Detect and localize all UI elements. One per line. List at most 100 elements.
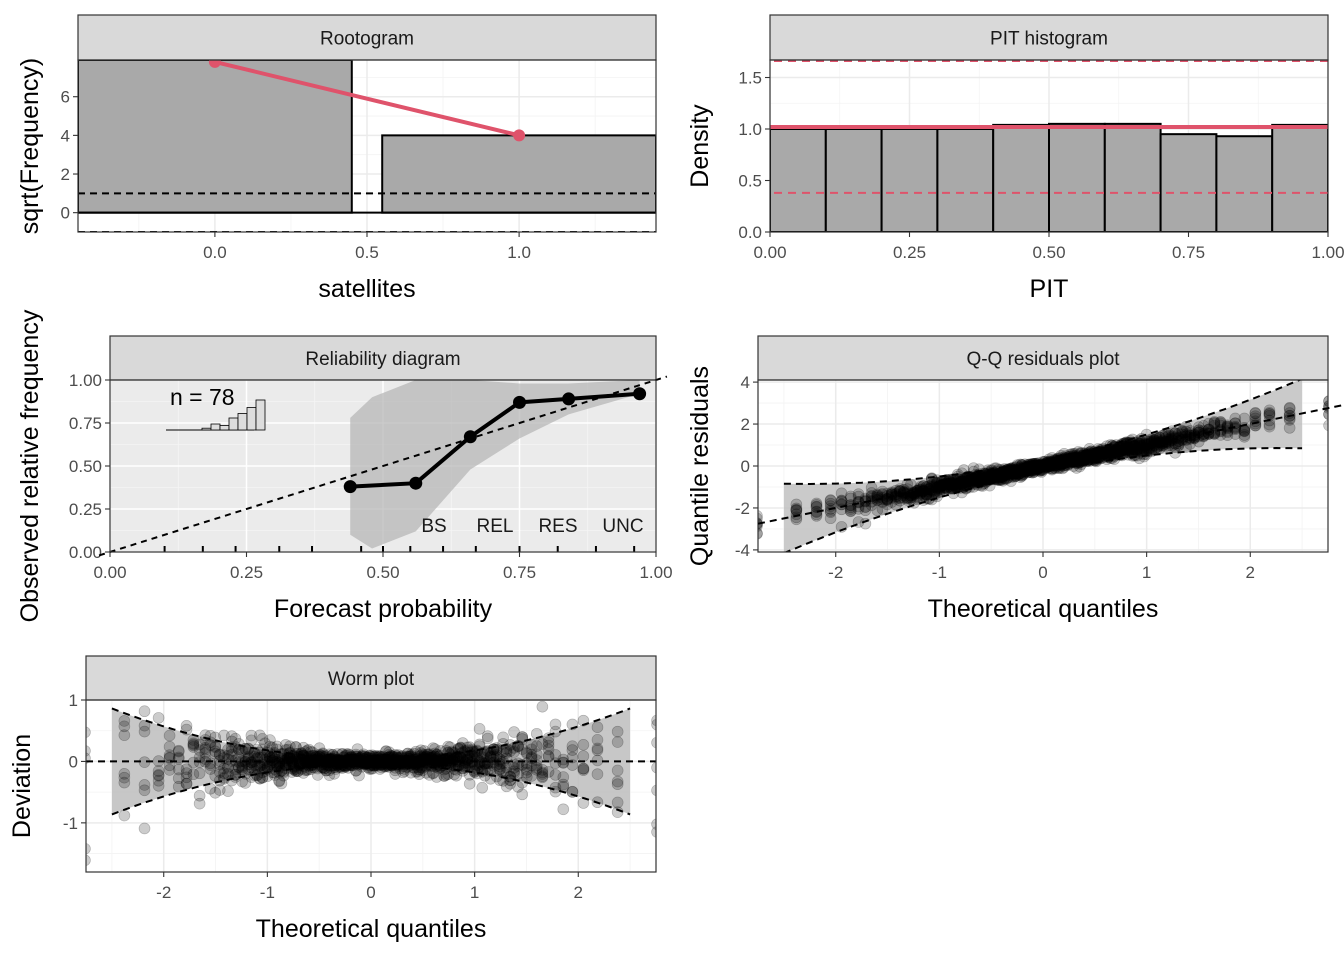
qq-point [1020, 463, 1033, 476]
qq-point [1192, 435, 1205, 448]
reliability-inset-bar [237, 413, 248, 431]
qq-point [1006, 468, 1019, 481]
qq-y-tick-label: -4 [735, 541, 750, 560]
qq-point [998, 472, 1011, 485]
worm-point [530, 759, 543, 772]
worm-point [236, 763, 248, 776]
worm-x-tick-label: 1 [470, 883, 479, 902]
worm-point [516, 788, 529, 801]
qq-point [998, 463, 1011, 475]
pit-bar [880, 128, 939, 232]
qq-point [758, 512, 763, 525]
qq-band-upper [783, 380, 1302, 485]
worm-point [187, 737, 200, 750]
qq-point [992, 473, 1004, 486]
worm-y-tick-label: -1 [63, 814, 78, 833]
worm-point [427, 742, 439, 754]
qq-point [810, 497, 823, 510]
qq-point [917, 494, 930, 506]
worm-point [222, 743, 234, 756]
qq-point [980, 473, 993, 485]
rootogram-x-tick-label: 0.5 [355, 243, 379, 262]
qq-point [971, 469, 984, 482]
qq-point [758, 528, 763, 540]
worm-x-tick-label: 0 [366, 883, 375, 902]
worm-point [471, 763, 483, 775]
worm-point [86, 854, 91, 866]
qq-point [1025, 466, 1037, 479]
worm-point [225, 730, 238, 742]
worm-point [430, 771, 443, 783]
qq-point [1041, 461, 1054, 473]
qq-point [1034, 460, 1046, 473]
pit-y-axis-title: Density [686, 104, 714, 188]
qq-point [1052, 452, 1064, 465]
qq-point [810, 510, 823, 522]
qq-point [1055, 449, 1067, 462]
qq-point [1135, 436, 1148, 448]
worm-y-axis-title: Deviation [8, 734, 36, 838]
qq-panel: Q-Q residuals plot -2 -1 0 1 2 -4 -2 0 2 4 Theoreti… [686, 335, 1344, 623]
qq-point [1151, 441, 1163, 453]
worm-point [484, 765, 497, 778]
worm-point [199, 747, 212, 759]
worm-point [591, 742, 604, 755]
worm-point [557, 771, 570, 783]
qq-point [975, 476, 987, 488]
qq-point [908, 487, 920, 499]
worm-point [611, 796, 624, 809]
qq-point [1056, 462, 1069, 475]
qq-point [1323, 395, 1328, 407]
qq-point [1128, 449, 1141, 461]
qq-point [885, 487, 898, 500]
qq-point [824, 494, 837, 506]
qq-point [992, 468, 1004, 480]
qq-point [925, 473, 938, 485]
worm-point [138, 705, 151, 718]
qq-point [844, 505, 857, 518]
qq-point [1283, 422, 1296, 434]
qq-point [1138, 443, 1150, 456]
worm-point [253, 772, 266, 785]
qq-point [1151, 441, 1163, 453]
qq-point [1064, 450, 1077, 463]
qq-point [1197, 427, 1210, 440]
qq-point [1012, 468, 1025, 481]
qq-point [1197, 420, 1210, 432]
qq-point [1162, 430, 1175, 442]
qq-point [1126, 445, 1139, 458]
qq-point [1184, 438, 1196, 450]
qq-point [901, 492, 914, 504]
qq-point [1208, 419, 1221, 432]
qq-point [1249, 410, 1262, 422]
worm-point [520, 757, 533, 770]
qq-point [1090, 454, 1103, 467]
worm-point [118, 729, 131, 741]
qq-point [1088, 454, 1101, 467]
worm-point [487, 743, 500, 755]
qq-x-tick-label: 1 [1142, 563, 1151, 582]
worm-point [530, 754, 543, 766]
qq-point [1005, 462, 1017, 475]
worm-point [473, 723, 486, 735]
qq-point [1131, 439, 1143, 452]
reliability-panel-border [109, 379, 657, 553]
qq-point [985, 464, 998, 476]
qq-point [905, 493, 917, 506]
worm-point [557, 757, 570, 769]
qq-point [1323, 408, 1328, 420]
qq-point [1151, 442, 1163, 455]
qq-point [824, 512, 837, 525]
qq-point [983, 479, 996, 492]
qq-point [1221, 426, 1234, 439]
qq-point [1053, 462, 1066, 475]
qq-strip [757, 335, 1329, 381]
qq-point [931, 474, 943, 486]
worm-point [180, 720, 193, 732]
worm-point [500, 746, 513, 759]
worm-point [452, 743, 465, 756]
qq-point [1080, 449, 1093, 461]
qq-point [1221, 429, 1234, 441]
reliability-x-tick-label: 0.00 [93, 563, 126, 582]
reliability-score-header: RES [538, 516, 577, 537]
